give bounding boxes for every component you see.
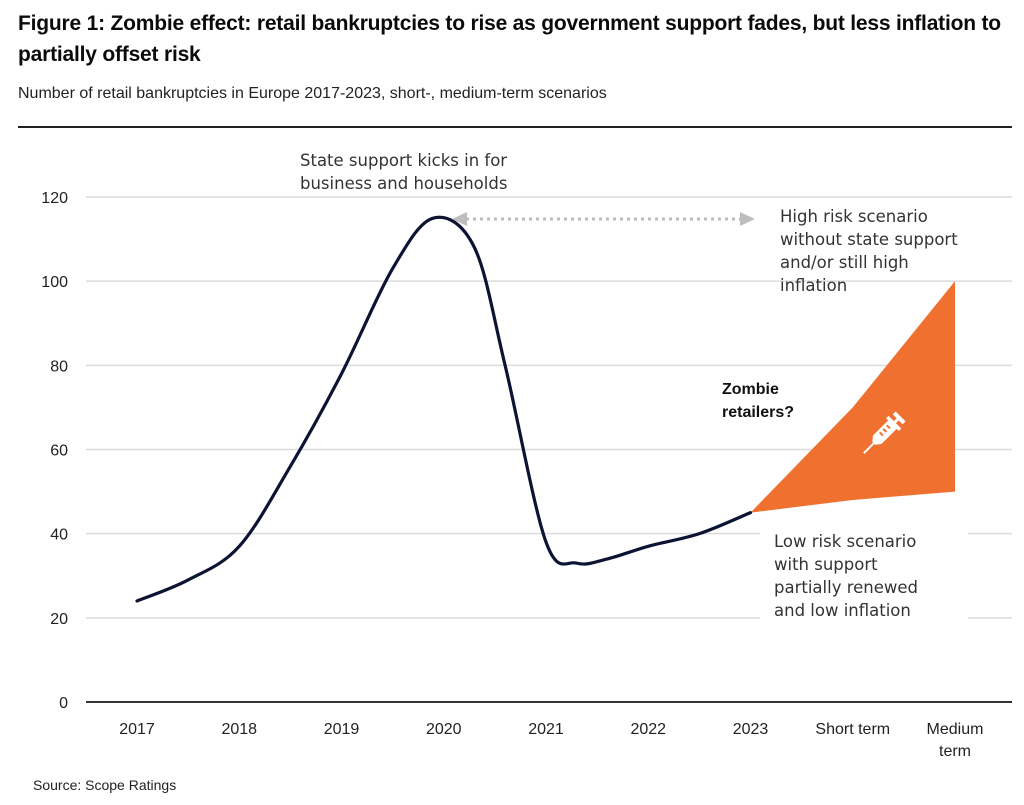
annotation-line: Low risk scenario [774, 532, 916, 551]
syringe-glyph [863, 411, 906, 454]
header-divider [18, 126, 1012, 128]
y-axis-ticks: 0 20 40 60 80 100 120 [41, 190, 68, 712]
x-tick-label: 2019 [324, 721, 360, 738]
annotation-line: State support kicks in for [300, 151, 507, 170]
syringe-needle [863, 442, 875, 454]
annotation-line: inflation [780, 276, 847, 295]
annotation-line: High risk scenario [780, 207, 928, 226]
syringe-icon [863, 411, 906, 454]
gridlines [86, 196, 1012, 703]
annotation-line: partially renewed [774, 578, 918, 597]
syringe-hub [872, 435, 882, 445]
x-tick-line: 2019 [324, 721, 360, 738]
y-tick-label: 40 [50, 527, 68, 544]
x-tick-line: 2021 [528, 721, 564, 738]
x-tick-line: 2022 [630, 721, 666, 738]
annotation-line: business and households [300, 174, 507, 193]
y-tick-label: 100 [41, 274, 68, 291]
x-tick-line: 2017 [119, 721, 155, 738]
annotation-line: without state support [780, 230, 958, 249]
scenario-range-area [750, 281, 955, 513]
x-tick-line: Short term [815, 721, 890, 738]
y-tick-label: 20 [50, 611, 68, 628]
annotation-line: and low inflation [774, 601, 911, 620]
chart-subtitle: Number of retail bankruptcies in Europe … [18, 85, 607, 102]
x-tick-line: Medium [927, 721, 984, 738]
syringe-mark [882, 428, 888, 433]
chart-title: Figure 1: Zombie effect: retail bankrupt… [18, 12, 1001, 66]
x-tick-line: 2020 [426, 721, 462, 738]
x-tick-label: 2020 [426, 721, 462, 738]
y-tick-label: 0 [59, 695, 68, 712]
annotation-line: and/or still high [780, 253, 909, 272]
x-tick-line: 2018 [221, 721, 257, 738]
annotation-line: Zombie [722, 381, 779, 398]
annotation-high-risk: High risk scenario without state support a… [780, 207, 958, 295]
x-tick-label: Medium term [927, 721, 984, 760]
arrow-head-left [452, 212, 467, 226]
annotations: State support kicks in for business and h… [300, 151, 968, 630]
annotation-low-risk: Low risk scenario with support partially r… [774, 532, 918, 620]
y-tick-label: 120 [41, 190, 68, 207]
arrow-head-right [740, 212, 755, 226]
state-support-arrow [452, 212, 755, 226]
source-note: Source: Scope Ratings [33, 777, 177, 793]
syringe-flange [886, 415, 902, 431]
annotation-line: with support [774, 555, 878, 574]
syringe-mark [886, 424, 891, 430]
series-lines [135, 215, 753, 603]
x-tick-label: 2018 [221, 721, 257, 738]
series-line [135, 215, 753, 603]
x-tick-label: Short term [815, 721, 890, 738]
x-tick-label: 2021 [528, 721, 564, 738]
x-axis-ticks: 2017 2018 2019 2020 2021 2022 2023 Short term Me… [119, 721, 983, 760]
low-risk-background [760, 522, 968, 630]
y-tick-label: 60 [50, 443, 68, 460]
syringe-mark [878, 431, 884, 437]
y-tick-label: 80 [50, 358, 68, 375]
x-tick-label: 2017 [119, 721, 155, 738]
x-tick-line: 2023 [733, 721, 769, 738]
x-tick-line: term [939, 743, 971, 760]
annotation-line: retailers? [722, 404, 794, 421]
x-tick-label: 2023 [733, 721, 769, 738]
syringe-plunger-cap [892, 411, 906, 425]
scenario-band [750, 281, 955, 513]
x-tick-label: 2022 [630, 721, 666, 738]
annotation-zombie: Zombie retailers? [722, 381, 794, 421]
annotation-state-support: State support kicks in for business and h… [300, 151, 507, 193]
